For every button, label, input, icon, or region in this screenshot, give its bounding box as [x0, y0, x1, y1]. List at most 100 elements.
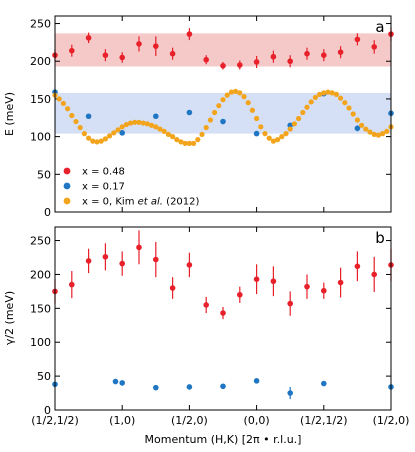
panel-b-panel-label: b	[375, 229, 385, 247]
panel-b-x-tick-label: (1/2,0)	[171, 414, 208, 427]
panel-b-series-1-point	[102, 254, 109, 260]
panel-a-series-1-point	[102, 52, 109, 58]
panel-a-series-3-point	[69, 112, 75, 119]
legend-marker	[63, 197, 71, 205]
panel-a-series-3-point	[380, 131, 386, 137]
panel-a-series-1-point	[337, 49, 344, 55]
panel-a-series-3-point	[212, 109, 218, 116]
panel-a-series-3-point	[195, 137, 201, 143]
legend-label: x = 0.48	[82, 167, 125, 178]
panel-a-series-3-point	[312, 94, 318, 101]
panel-a-series-3-point	[65, 106, 71, 112]
panel-b-x-tick-label: (1/2,0)	[373, 414, 410, 427]
panel-a-series-3-point	[153, 124, 159, 130]
panel-a-series-3-point	[237, 90, 243, 96]
panel-b-series-2-point	[253, 378, 260, 384]
panel-a-series-3-point	[174, 137, 180, 143]
panel-a-series-3-point	[81, 131, 87, 137]
panel-b-series-1-point	[69, 281, 75, 288]
panel-a-series-3-point	[191, 140, 197, 146]
panel-a-y-tick-label: 0	[44, 206, 51, 219]
panel-a-series-1-point	[169, 50, 176, 57]
panel-a-series-3-point	[375, 132, 381, 138]
panel-b-y-tick-label: 150	[30, 302, 51, 315]
panel-a-series-2-point	[119, 130, 125, 136]
panel-b-series-1-point	[85, 258, 92, 264]
panel-b-x-tick-label: (1,0)	[109, 414, 135, 427]
panel-b-series-1-point	[203, 302, 209, 308]
panel-a-y-tick-label: 250	[30, 18, 51, 31]
panel-a-series-3-point	[149, 122, 155, 128]
panel-a-series-1-point	[321, 52, 327, 58]
panel-a-series-3-point	[228, 89, 234, 95]
panel-a-series-3-point	[275, 137, 281, 143]
panel-a-series-2-point	[287, 122, 294, 129]
panel-a-series-3-point	[367, 129, 373, 135]
panel-a-series-1-point	[136, 41, 142, 47]
panel-a-series-3-point	[161, 128, 167, 134]
panel-a-series-3-point	[354, 117, 360, 123]
panel-a-series-1-point	[85, 35, 92, 41]
panel-b-series-1-point	[186, 262, 193, 268]
panel-a-series-3-point	[136, 119, 142, 125]
panel-a-series-3-point	[233, 88, 239, 94]
panel-b-series-1-point	[321, 287, 327, 294]
panel-b-series-1-point	[287, 300, 294, 307]
panel-a-series-2-point	[220, 118, 226, 125]
panel-b-y-tick-label: 50	[37, 370, 51, 383]
panel-a-series-3-point	[371, 131, 377, 137]
panel-b-series-2-point	[321, 380, 327, 387]
panel-a-series-3-point	[300, 109, 306, 116]
panel-a-series-3-point	[224, 92, 230, 98]
panel-a-series-1-point	[270, 53, 277, 60]
panel-a-series-3-point	[220, 97, 226, 103]
panel-a-series-2-point	[253, 130, 260, 137]
panel-b-series-2-point	[186, 384, 193, 390]
panel-a-series-3-point	[363, 126, 369, 132]
panel-a-series-1-point	[354, 36, 361, 43]
panel-b-x-tick-label: (1/2,1/2)	[300, 414, 348, 427]
panel-a-series-3-point	[132, 119, 138, 125]
panel-a-series-1-point	[371, 44, 378, 50]
panel-a-series-1-point	[203, 56, 209, 63]
panel-b-series-1-point	[153, 256, 159, 263]
panel-a-series-3-point	[86, 135, 92, 141]
panel-a-series-2-point	[186, 109, 193, 116]
panel-a-series-3-point	[279, 134, 285, 140]
panel-a-series-2-point	[153, 113, 159, 120]
panel-a-panel-label: a	[375, 18, 384, 36]
panel-a-series-3-point	[346, 105, 352, 111]
panel-b-series-1-point	[354, 263, 361, 270]
panel-b-y-axis-label: γ/2 (meV)	[3, 291, 16, 345]
panel-a-series-1-point	[220, 62, 226, 69]
panel-a-series-3-point	[170, 134, 176, 140]
panel-b-series-2-point	[153, 384, 159, 391]
panel-b-series-1-point	[237, 291, 243, 298]
panel-a-series-3-point	[291, 121, 297, 127]
panel-a-series-3-point	[128, 120, 134, 126]
legend-marker	[63, 167, 71, 175]
panel-a-y-tick-label: 50	[37, 168, 51, 181]
panel-a-series-3-point	[338, 95, 344, 101]
panel-a-series-3-point	[207, 117, 213, 123]
panel-a-series-3-point	[317, 91, 323, 97]
panel-b-x-tick-label: (1/2,1/2)	[31, 414, 79, 427]
panel-a-frame	[54, 15, 392, 213]
panel-a-series-3-point	[245, 100, 251, 106]
panel-b-series-1-point	[136, 244, 142, 251]
panel-a-series-3-point	[384, 128, 390, 134]
panel-a-series-3-point	[157, 126, 163, 132]
panel-a-series-3-point	[140, 120, 146, 126]
panel-a-series-3-point	[182, 140, 188, 146]
panel-a-series-3-point	[333, 91, 339, 97]
panel-a-series-3-point	[325, 89, 331, 95]
panel-a-series-3-point	[241, 94, 247, 100]
panel-b-series-1-point	[270, 278, 277, 285]
panel-a-series-3-point	[254, 115, 260, 122]
panel-b-series-1-point	[304, 283, 310, 290]
panel-a-series-3-point	[296, 115, 302, 122]
panel-a-series-3-point	[249, 107, 255, 113]
panel-a-series-3-point	[350, 111, 356, 117]
